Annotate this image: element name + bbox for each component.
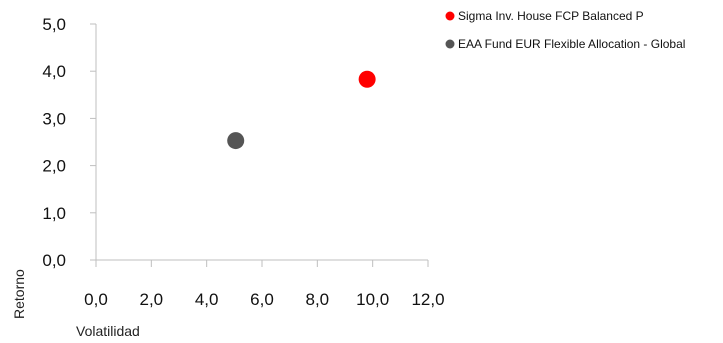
y-axis-title: Retorno — [11, 269, 27, 319]
x-axis-title: Volatilidad — [76, 323, 140, 339]
x-tick-label: 12,0 — [411, 290, 444, 309]
x-tick-label: 2,0 — [140, 290, 164, 309]
legend-marker-2 — [445, 39, 455, 49]
data-points — [227, 70, 376, 150]
y-tick-label: 5,0 — [42, 15, 66, 34]
x-tick-label: 0,0 — [84, 290, 108, 309]
x-tick-label: 4,0 — [195, 290, 219, 309]
legend-label-1: Sigma Inv. House FCP Balanced P — [458, 9, 644, 23]
x-ticks: 0,0 2,0 4,0 6,0 8,0 10,0 12,0 — [84, 260, 445, 309]
y-tick-label: 1,0 — [42, 204, 66, 223]
y-tick-label: 4,0 — [42, 62, 66, 81]
y-tick-label: 0,0 — [42, 251, 66, 270]
legend-marker-1 — [445, 11, 455, 21]
y-tick-label: 2,0 — [42, 157, 66, 176]
legend: Sigma Inv. House FCP Balanced P EAA Fund … — [445, 9, 685, 51]
x-tick-label: 10,0 — [356, 290, 389, 309]
x-tick-label: 8,0 — [306, 290, 330, 309]
x-tick-label: 6,0 — [250, 290, 274, 309]
data-point-1 — [358, 70, 376, 88]
data-point-2 — [227, 132, 245, 150]
legend-label-2: EAA Fund EUR Flexible Allocation - Globa… — [458, 37, 685, 51]
y-ticks: 0,0 1,0 2,0 3,0 4,0 5,0 — [42, 15, 96, 270]
y-tick-label: 3,0 — [42, 109, 66, 128]
